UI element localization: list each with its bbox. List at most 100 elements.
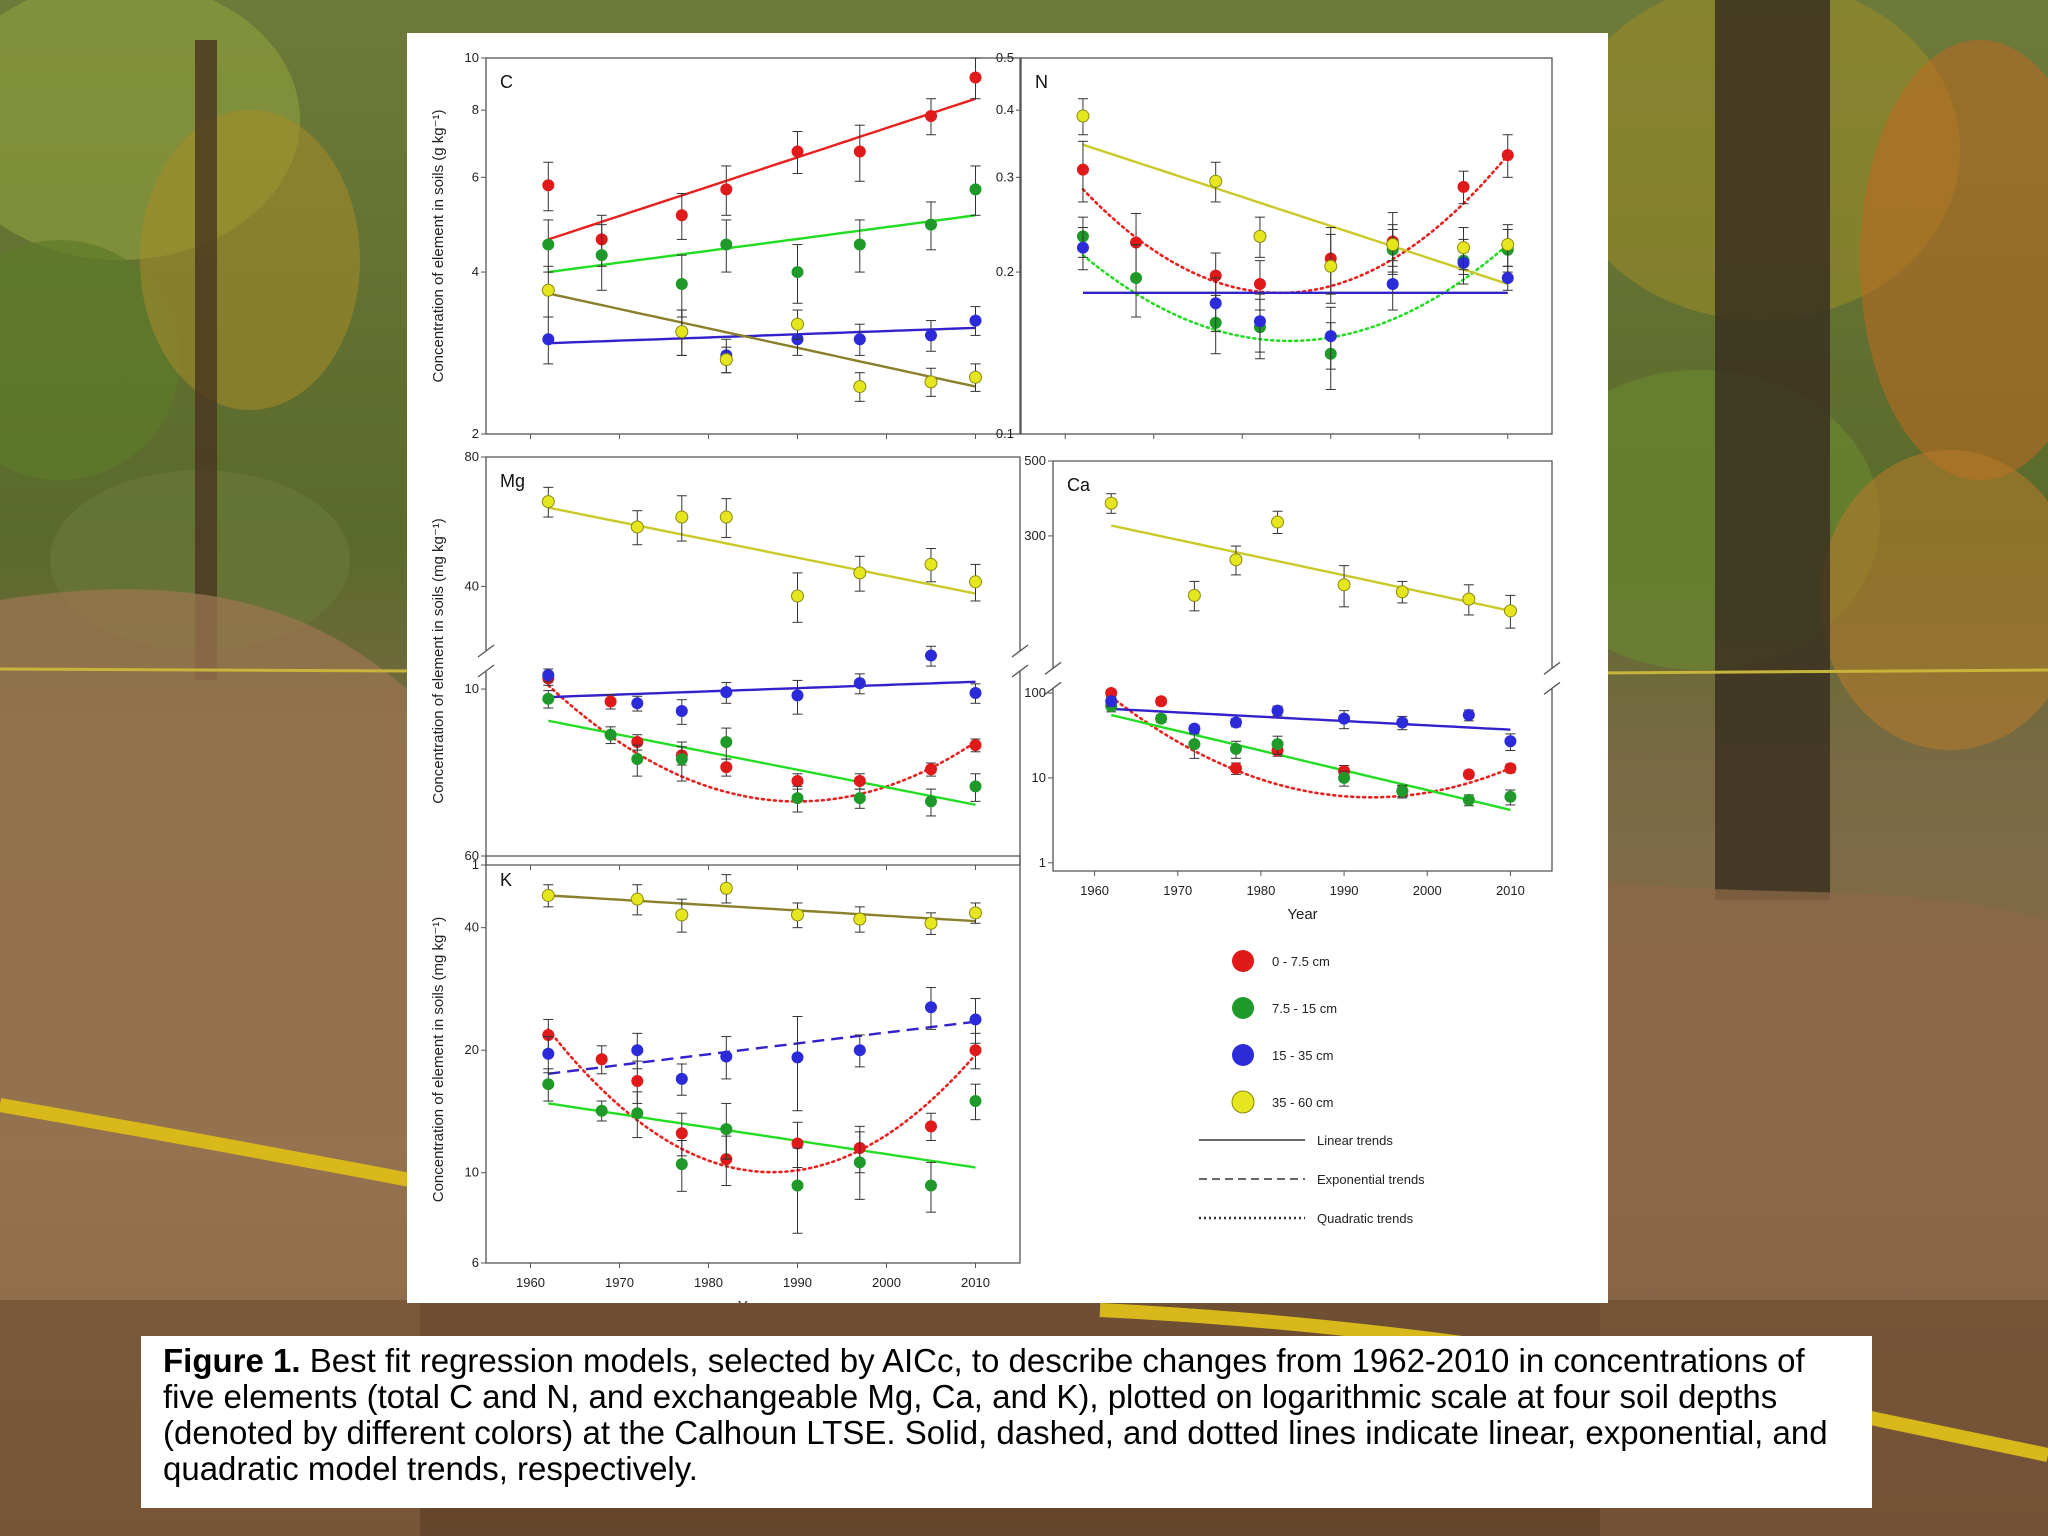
data-point-yellow — [853, 906, 867, 933]
chart-panel-k: 6 10 20 40 60 1960 1970 1980 1990 2000 2010 Concent… — [430, 848, 1021, 1303]
regression-figure: 2 4 6 8 10 Concentration of element in soils … — [430, 50, 1561, 1303]
data-marker — [969, 1095, 982, 1108]
data-point-green — [720, 219, 733, 273]
data-point-green — [1188, 733, 1201, 759]
data-point-green — [1155, 712, 1168, 725]
data-marker — [1188, 738, 1201, 751]
data-marker — [791, 792, 804, 805]
data-marker — [1501, 238, 1515, 252]
data-point-green — [1504, 789, 1517, 806]
data-point-green — [969, 1083, 982, 1121]
data-marker — [541, 495, 555, 509]
data-marker — [1188, 722, 1201, 735]
data-marker — [791, 145, 804, 158]
panel-label: K — [500, 870, 512, 890]
data-point-blue — [925, 645, 937, 667]
trend-line-yellow — [1110, 524, 1511, 612]
data-point-red — [1076, 140, 1089, 203]
legend-trend-label: Exponential trends — [1317, 1172, 1425, 1187]
data-point-blue — [675, 699, 688, 725]
data-point-green — [675, 741, 688, 782]
y-tick-label: 0.2 — [996, 264, 1014, 279]
legend-swatch — [1232, 997, 1254, 1019]
data-marker — [969, 780, 982, 793]
data-point-yellow — [675, 495, 689, 542]
legend-swatch — [1231, 1090, 1255, 1114]
y-tick-label: 300 — [1024, 528, 1046, 543]
data-marker — [675, 908, 689, 922]
data-point-green — [853, 219, 866, 273]
data-point-blue — [1209, 277, 1222, 333]
data-marker — [791, 589, 804, 603]
data-point-yellow — [1076, 98, 1090, 136]
axis-break-mark — [1543, 661, 1561, 675]
data-marker — [1462, 592, 1476, 606]
data-marker — [1076, 109, 1090, 123]
y-tick-label: 2 — [472, 426, 479, 441]
data-marker — [853, 145, 866, 158]
data-point-red — [542, 161, 555, 212]
data-marker — [604, 728, 617, 741]
data-marker — [853, 333, 866, 346]
data-point-red — [925, 762, 937, 777]
data-point-green — [631, 1091, 644, 1139]
data-marker — [969, 686, 982, 699]
data-marker — [675, 510, 689, 524]
axis-break-mark — [1011, 664, 1029, 678]
data-marker — [925, 329, 937, 342]
data-marker — [630, 520, 644, 534]
data-point-yellow — [1386, 224, 1400, 267]
data-marker — [853, 1156, 866, 1169]
data-point-yellow — [541, 265, 555, 318]
data-point-yellow — [541, 884, 555, 908]
data-marker — [542, 692, 555, 705]
data-marker — [1271, 738, 1284, 751]
data-marker — [791, 1137, 804, 1150]
data-point-red — [604, 694, 617, 710]
y-tick-label: 20 — [465, 1042, 479, 1057]
chart-panel-c: 2 4 6 8 10 Concentration of element in soils … — [430, 50, 1021, 441]
data-marker — [542, 1028, 555, 1041]
data-point-blue — [925, 320, 937, 352]
data-marker — [1324, 259, 1338, 273]
data-point-green — [791, 244, 804, 304]
panel-label: Ca — [1067, 475, 1091, 495]
legend-trend-label: Quadratic trends — [1317, 1211, 1414, 1226]
data-point-yellow — [1462, 584, 1476, 616]
data-marker — [853, 775, 866, 788]
data-marker — [1396, 716, 1409, 729]
data-point-red — [791, 131, 804, 174]
plot-frame-upper — [485, 456, 1021, 651]
data-point-green — [925, 788, 937, 817]
data-point-blue — [1462, 709, 1475, 722]
data-marker — [1229, 716, 1242, 729]
data-marker — [969, 906, 982, 920]
data-point-green — [1396, 784, 1409, 799]
data-point-yellow — [924, 548, 938, 583]
data-marker — [542, 1078, 555, 1091]
y-tick-label: 60 — [465, 848, 479, 863]
data-marker — [631, 753, 644, 766]
data-point-red — [1155, 695, 1168, 708]
data-marker — [925, 1120, 937, 1133]
data-point-yellow — [675, 898, 689, 933]
data-marker — [541, 888, 555, 902]
data-marker — [542, 179, 555, 192]
data-point-blue — [675, 1063, 688, 1096]
x-tick-label: 1970 — [605, 1275, 634, 1290]
caption-text: Figure 1. Best fit regression models, se… — [141, 1336, 1872, 1487]
data-marker — [1396, 785, 1409, 798]
data-point-yellow — [791, 309, 804, 340]
data-marker — [1105, 687, 1118, 700]
data-marker — [675, 753, 688, 766]
data-marker — [1130, 271, 1143, 284]
data-point-yellow — [719, 346, 733, 374]
data-marker — [542, 238, 555, 251]
data-point-yellow — [1501, 224, 1515, 267]
y-tick-label: 4 — [472, 264, 479, 279]
trend-line-blue — [548, 326, 976, 345]
data-point-green — [604, 726, 617, 745]
data-point-green — [542, 219, 555, 273]
trend-line-green — [548, 214, 976, 274]
data-marker — [631, 1107, 644, 1120]
